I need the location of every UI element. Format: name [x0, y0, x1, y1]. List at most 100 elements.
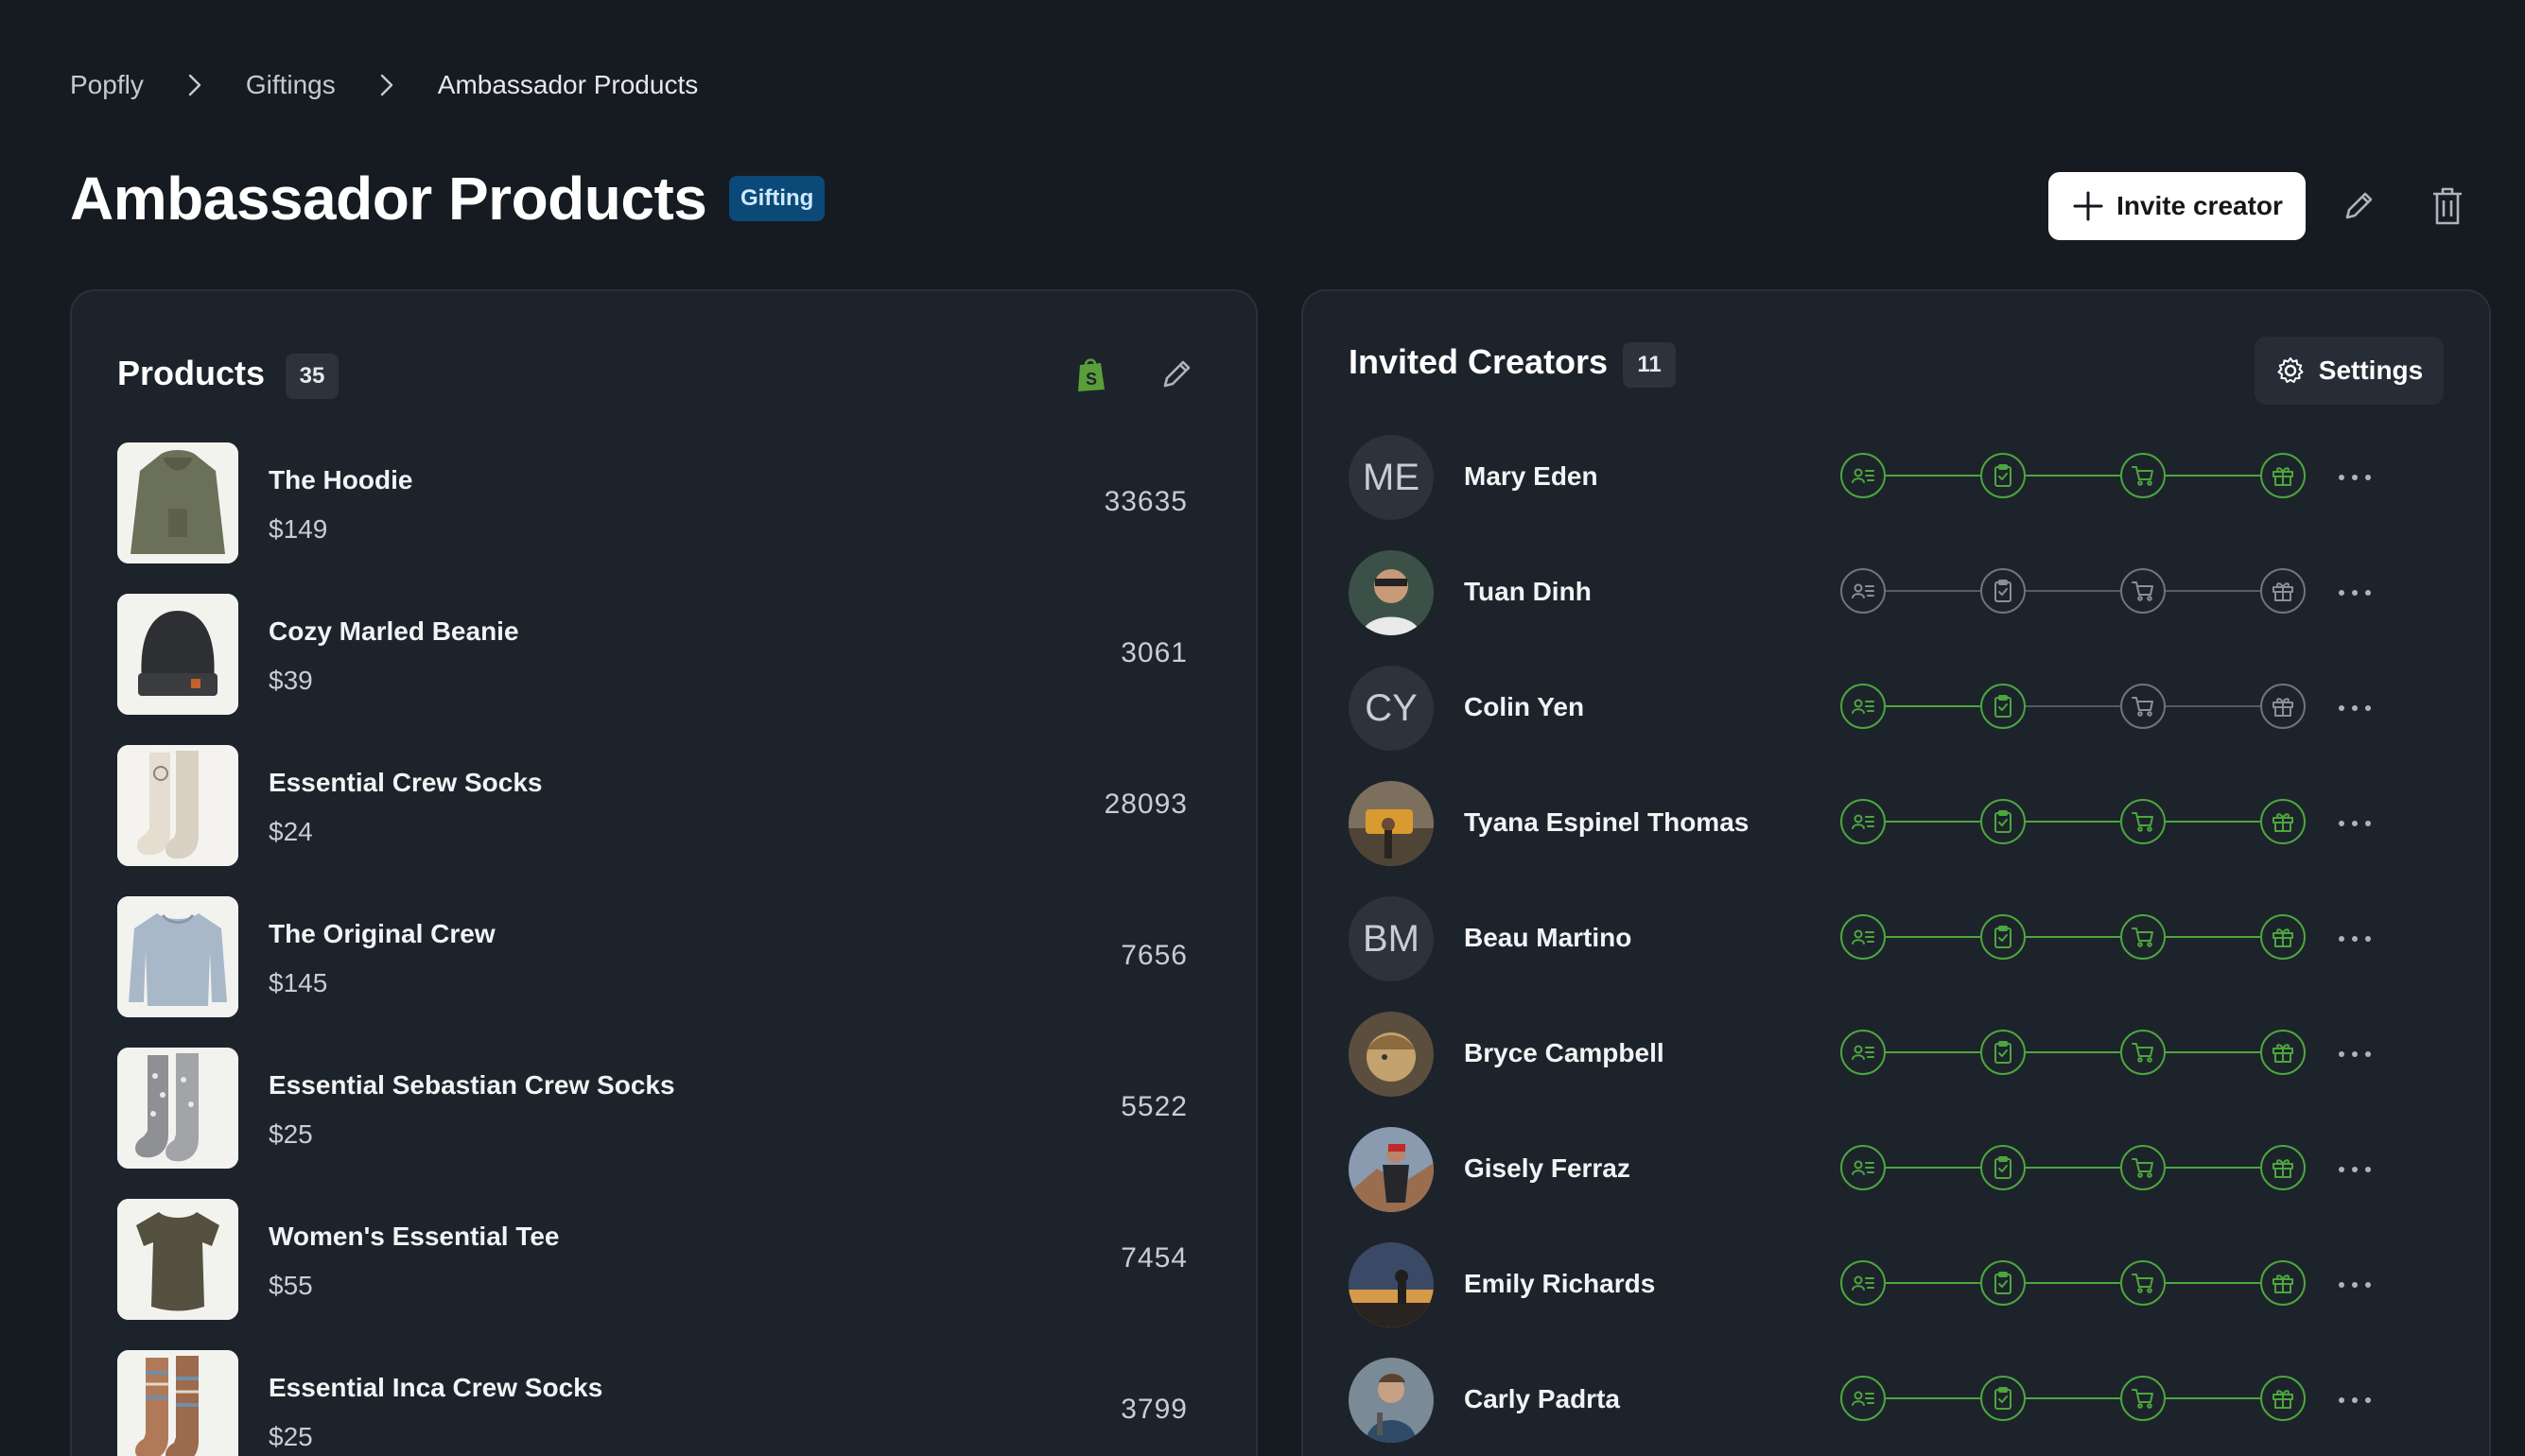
status-badge: Gifting [729, 176, 826, 221]
creator-row[interactable]: Tuan Dinh [1349, 550, 2446, 666]
more-options-button[interactable] [2332, 459, 2377, 496]
pencil-icon [2345, 192, 2373, 219]
step-connector [1886, 936, 1980, 938]
delete-button[interactable] [2421, 180, 2474, 233]
product-price: $145 [269, 968, 328, 997]
product-price: $55 [269, 1271, 313, 1300]
creator-list: ME Mary Eden Tuan Dinh CY Colin Yen Tyana Esp… [1349, 435, 2446, 1456]
creator-name: Beau Martino [1464, 923, 1632, 952]
step-connector [2026, 475, 2120, 477]
product-quantity: 7656 [1121, 940, 1188, 971]
step-connector [2166, 821, 2260, 823]
more-options-button[interactable] [2332, 805, 2377, 842]
clipboard-check-icon [1980, 568, 2026, 614]
creator-row[interactable]: Bryce Campbell [1349, 1012, 2446, 1127]
ellipsis-icon [2339, 590, 2371, 596]
ellipsis-icon [2339, 475, 2371, 480]
product-row[interactable]: Essential Inca Crew Socks $25 3799 [117, 1350, 1188, 1456]
product-name: Essential Crew Socks [269, 768, 543, 797]
edit-products-button[interactable] [1150, 348, 1203, 401]
gift-icon [2260, 568, 2306, 614]
step-connector [2026, 590, 2120, 592]
progress-steps [1840, 1260, 2313, 1309]
cart-icon [2120, 568, 2166, 614]
product-name: The Original Crew [269, 919, 496, 948]
gift-icon [2260, 914, 2306, 960]
creator-row[interactable]: Tyana Espinel Thomas [1349, 781, 2446, 896]
creator-row[interactable]: CY Colin Yen [1349, 666, 2446, 781]
breadcrumb-item-popfly[interactable]: Popfly [70, 70, 144, 99]
clipboard-check-icon [1980, 799, 2026, 844]
clipboard-check-icon [1980, 1030, 2026, 1075]
progress-steps [1840, 1030, 2313, 1079]
step-connector [2166, 475, 2260, 477]
product-quantity: 5522 [1121, 1091, 1188, 1122]
creator-row[interactable]: Carly Padrta [1349, 1358, 2446, 1456]
edit-title-button[interactable] [2332, 180, 2385, 233]
step-connector [1886, 705, 1980, 707]
product-image [117, 1048, 238, 1169]
clipboard-check-icon [1980, 914, 2026, 960]
product-row[interactable]: Women's Essential Tee $55 7454 [117, 1199, 1188, 1350]
more-options-button[interactable] [2332, 574, 2377, 612]
progress-steps [1840, 684, 2313, 733]
avatar [1349, 1358, 1434, 1443]
invite-creator-button[interactable]: Invite creator [2048, 172, 2306, 240]
progress-steps [1840, 799, 2313, 848]
avatar [1349, 1127, 1434, 1212]
more-options-button[interactable] [2332, 1035, 2377, 1073]
gift-icon [2260, 799, 2306, 844]
step-connector [1886, 590, 1980, 592]
ellipsis-icon [2339, 705, 2371, 711]
product-row[interactable]: Cozy Marled Beanie $39 3061 [117, 594, 1188, 745]
cart-icon [2120, 453, 2166, 498]
creator-row[interactable]: BM Beau Martino [1349, 896, 2446, 1012]
creator-name: Gisely Ferraz [1464, 1153, 1630, 1183]
gift-icon [2260, 453, 2306, 498]
step-connector [2026, 821, 2120, 823]
product-quantity: 7454 [1121, 1242, 1188, 1274]
breadcrumb-item-giftings[interactable]: Giftings [245, 70, 336, 99]
avatar: BM [1349, 896, 1434, 981]
step-connector [2026, 936, 2120, 938]
product-price: $25 [269, 1422, 313, 1451]
clipboard-check-icon [1980, 1376, 2026, 1421]
product-image [117, 442, 238, 563]
cart-icon [2120, 1260, 2166, 1306]
creator-row[interactable]: Emily Richards [1349, 1242, 2446, 1358]
product-row[interactable]: Essential Sebastian Crew Socks $25 5522 [117, 1048, 1188, 1199]
clipboard-check-icon [1980, 453, 2026, 498]
creator-row[interactable]: ME Mary Eden [1349, 435, 2446, 550]
gift-icon [2260, 1260, 2306, 1306]
product-name: Cozy Marled Beanie [269, 616, 519, 646]
product-row[interactable]: Essential Crew Socks $24 28093 [117, 745, 1188, 896]
progress-steps [1840, 453, 2313, 502]
creator-name: Mary Eden [1464, 461, 1598, 491]
creator-row[interactable]: Gisely Ferraz [1349, 1127, 2446, 1242]
ellipsis-icon [2339, 821, 2371, 826]
shopify-sync-button[interactable]: S [1065, 348, 1118, 401]
cart-icon [2120, 684, 2166, 729]
gift-icon [2260, 684, 2306, 729]
more-options-button[interactable] [2332, 689, 2377, 727]
step-connector [2026, 1282, 2120, 1284]
settings-button[interactable]: Settings [2255, 337, 2444, 405]
cart-icon [2120, 914, 2166, 960]
step-connector [2026, 1051, 2120, 1053]
more-options-button[interactable] [2332, 1266, 2377, 1304]
avatar [1349, 550, 1434, 635]
more-options-button[interactable] [2332, 920, 2377, 958]
product-row[interactable]: The Original Crew $145 7656 [117, 896, 1188, 1048]
profile-card-icon [1840, 1145, 1886, 1190]
clipboard-check-icon [1980, 684, 2026, 729]
plus-icon [2073, 191, 2103, 221]
gear-icon [2277, 357, 2304, 383]
creator-name: Tyana Espinel Thomas [1464, 807, 1750, 837]
product-image [117, 1350, 238, 1456]
ellipsis-icon [2339, 1282, 2371, 1288]
cart-icon [2120, 799, 2166, 844]
step-connector [1886, 1397, 1980, 1399]
more-options-button[interactable] [2332, 1381, 2377, 1419]
product-row[interactable]: The Hoodie $149 33635 [117, 442, 1188, 594]
more-options-button[interactable] [2332, 1151, 2377, 1188]
